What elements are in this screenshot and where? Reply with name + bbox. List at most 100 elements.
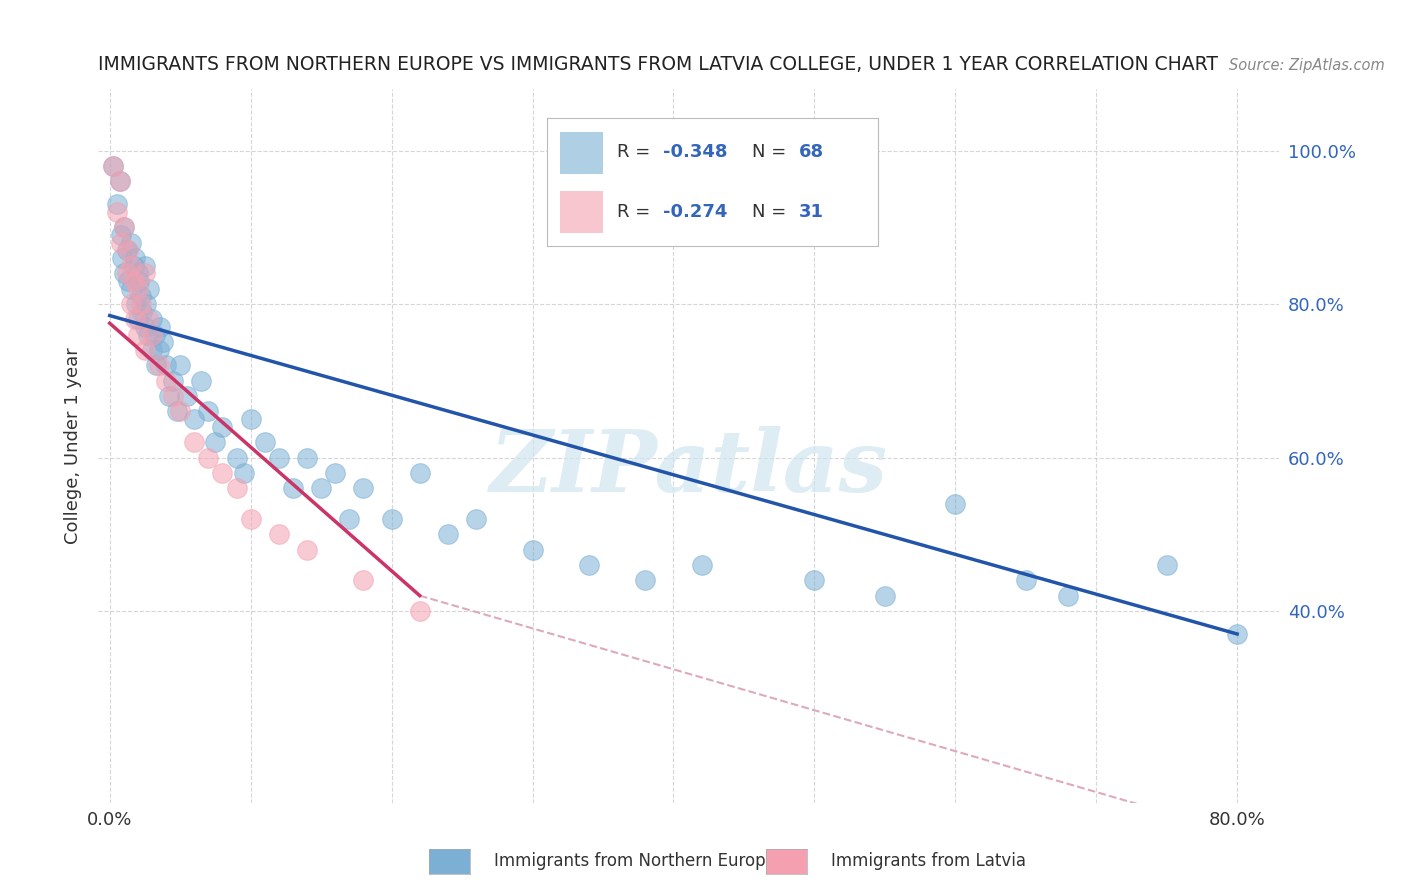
Point — [111, 251, 134, 265]
Point — [634, 574, 657, 588]
Point — [122, 259, 145, 273]
Point — [157, 389, 180, 403]
Point — [134, 259, 156, 273]
Point — [149, 320, 172, 334]
Point — [162, 389, 184, 403]
Point — [136, 327, 159, 342]
Point — [148, 359, 170, 373]
Point — [169, 359, 191, 373]
Point — [197, 450, 219, 465]
Point — [124, 251, 146, 265]
Point — [155, 374, 177, 388]
Point — [108, 174, 131, 188]
Point — [120, 282, 142, 296]
Point — [152, 335, 174, 350]
Point — [115, 244, 138, 258]
Point — [1015, 574, 1038, 588]
Point — [211, 466, 233, 480]
Point — [380, 512, 402, 526]
Point — [110, 235, 132, 250]
Point — [125, 297, 148, 311]
Point — [101, 159, 124, 173]
Point — [143, 327, 166, 342]
Point — [166, 404, 188, 418]
Point — [129, 297, 152, 311]
Point — [1226, 627, 1249, 641]
Point — [115, 266, 138, 280]
Point — [141, 327, 163, 342]
Point — [155, 359, 177, 373]
Point — [117, 274, 139, 288]
Point — [522, 542, 544, 557]
Text: Immigrants from Latvia: Immigrants from Latvia — [831, 853, 1025, 871]
Text: Source: ZipAtlas.com: Source: ZipAtlas.com — [1229, 58, 1385, 73]
Point — [267, 450, 290, 465]
Point — [295, 450, 318, 465]
Point — [141, 312, 163, 326]
Point — [120, 297, 142, 311]
Point — [112, 220, 135, 235]
Point — [183, 435, 205, 450]
Point — [578, 558, 600, 572]
Point — [1156, 558, 1178, 572]
Point — [225, 481, 247, 495]
Point — [803, 574, 825, 588]
Point — [120, 235, 142, 250]
Point — [337, 512, 360, 526]
Point — [134, 320, 156, 334]
Point — [122, 274, 145, 288]
Point — [134, 343, 156, 357]
Text: IMMIGRANTS FROM NORTHERN EUROPE VS IMMIGRANTS FROM LATVIA COLLEGE, UNDER 1 YEAR : IMMIGRANTS FROM NORTHERN EUROPE VS IMMIG… — [98, 54, 1219, 74]
Point — [232, 466, 254, 480]
Point — [112, 266, 135, 280]
Point — [169, 404, 191, 418]
Point — [409, 604, 432, 618]
Point — [873, 589, 896, 603]
Point — [437, 527, 460, 541]
Point — [409, 466, 432, 480]
Point — [127, 327, 149, 342]
Point — [253, 435, 276, 450]
Point — [136, 312, 159, 326]
Point — [281, 481, 304, 495]
Point — [127, 282, 149, 296]
Point — [323, 466, 346, 480]
Point — [309, 481, 332, 495]
Point — [943, 497, 966, 511]
Point — [138, 282, 160, 296]
Point — [690, 558, 713, 572]
Point — [162, 374, 184, 388]
Text: Immigrants from Northern Europe: Immigrants from Northern Europe — [494, 853, 776, 871]
Point — [128, 274, 150, 288]
Point — [176, 389, 198, 403]
Point — [129, 289, 152, 303]
Point — [127, 266, 149, 280]
Point — [127, 312, 149, 326]
Point — [204, 435, 226, 450]
Point — [211, 419, 233, 434]
Text: ZIPatlas: ZIPatlas — [489, 425, 889, 509]
Point — [135, 297, 157, 311]
Y-axis label: College, Under 1 year: College, Under 1 year — [65, 348, 83, 544]
Point — [1057, 589, 1080, 603]
Point — [117, 244, 139, 258]
Point — [148, 343, 170, 357]
Point — [108, 174, 131, 188]
Point — [145, 359, 167, 373]
Point — [134, 266, 156, 280]
Point — [131, 304, 153, 318]
Point — [225, 450, 247, 465]
Point — [120, 259, 142, 273]
Point — [112, 220, 135, 235]
Point — [352, 574, 374, 588]
Point — [124, 312, 146, 326]
Point — [183, 412, 205, 426]
Point — [197, 404, 219, 418]
Point — [239, 412, 262, 426]
Point — [352, 481, 374, 495]
Point — [101, 159, 124, 173]
Point — [239, 512, 262, 526]
Point — [190, 374, 212, 388]
Point — [110, 227, 132, 242]
Point — [141, 343, 163, 357]
